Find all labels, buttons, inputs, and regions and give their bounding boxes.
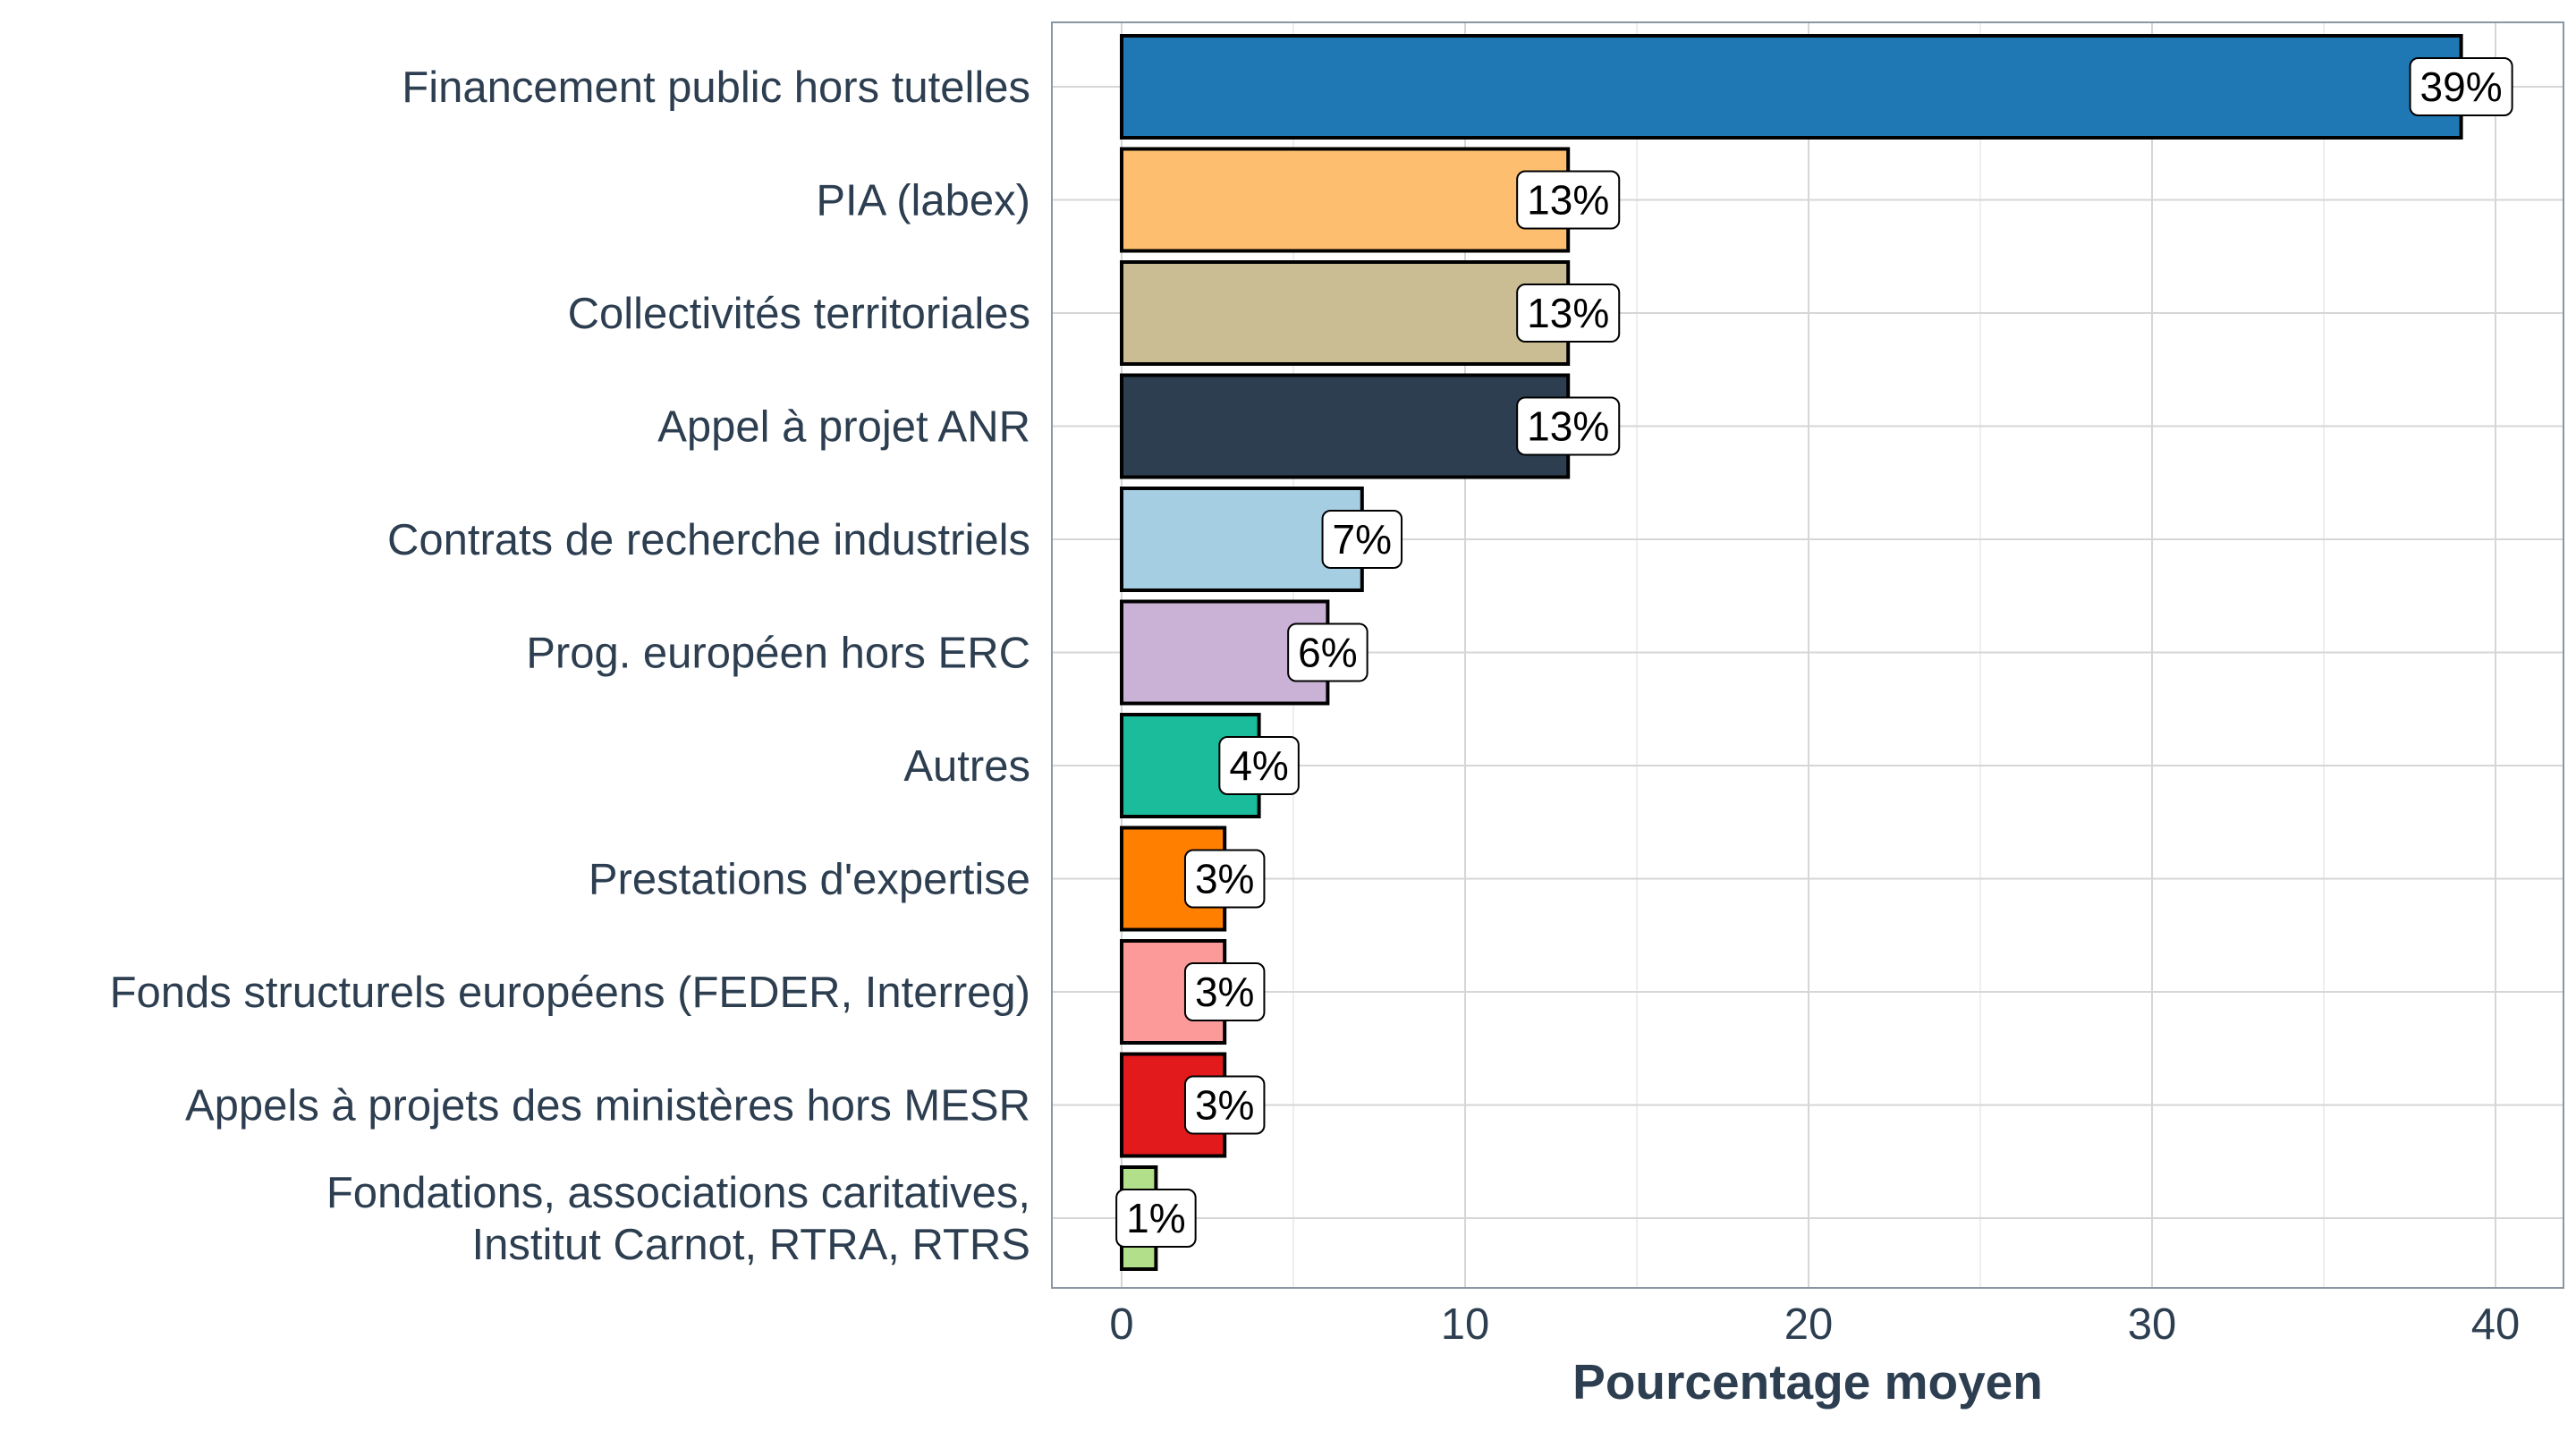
x-tick-label: 10	[1441, 1300, 1490, 1349]
data-label-box	[1218, 736, 1300, 795]
category-label: Appel à projet ANR	[657, 403, 1030, 452]
data-label-box	[1516, 284, 1621, 343]
bar	[1120, 373, 1571, 479]
category-label: Institut Carnot, RTRA, RTRS	[472, 1221, 1031, 1269]
panel-border	[1051, 21, 2564, 1289]
bars	[1120, 34, 2463, 1271]
data-label: 3%	[1195, 969, 1254, 1015]
bar	[1120, 260, 1571, 366]
data-label: 3%	[1195, 1082, 1254, 1129]
data-label-group: 39%	[2409, 57, 2513, 116]
category-label: Financement public hors tutelles	[402, 64, 1030, 112]
data-label: 13%	[1527, 177, 1609, 224]
category-label: Fonds structurels européens (FEDER, Inte…	[110, 969, 1030, 1017]
data-label-box	[1115, 1189, 1197, 1248]
data-label-box	[1516, 170, 1621, 230]
data-label-group: 13%	[1516, 396, 1621, 456]
category-label: Fondations, associations caritatives,	[326, 1169, 1030, 1217]
data-label: 39%	[2420, 64, 2503, 110]
data-label: 6%	[1298, 630, 1357, 676]
data-label-group: 3%	[1183, 1075, 1266, 1135]
data-label-box	[1287, 622, 1368, 682]
data-label-group: 13%	[1516, 170, 1621, 230]
data-label-group: 1%	[1115, 1189, 1197, 1248]
category-label: Contrats de recherche industriels	[387, 516, 1030, 564]
x-tick-label: 30	[2128, 1300, 2177, 1349]
data-label-box	[1321, 510, 1403, 569]
bar	[1120, 939, 1227, 1045]
category-label: Appels à projets des ministères hors MES…	[185, 1082, 1030, 1130]
data-label-group: 3%	[1183, 849, 1266, 909]
data-label: 13%	[1527, 290, 1609, 336]
x-tick-label: 20	[1784, 1300, 1834, 1349]
x-tick-label: 0	[1109, 1300, 1133, 1349]
data-label-group: 4%	[1218, 736, 1300, 795]
data-label-box	[1183, 849, 1266, 909]
data-label: 3%	[1195, 856, 1254, 902]
x-axis-title: Pourcentage moyen	[1572, 1354, 2043, 1410]
data-label: 13%	[1527, 403, 1609, 450]
category-label: PIA (labex)	[816, 177, 1030, 225]
bar	[1120, 487, 1364, 592]
data-label-group: 3%	[1183, 962, 1266, 1021]
data-label-group: 6%	[1287, 622, 1368, 682]
x-tick-label: 40	[2471, 1300, 2521, 1349]
category-labels: Financement public hors tutelles PIA (lab…	[110, 64, 1030, 1269]
data-label-box	[1516, 396, 1621, 456]
data-label-box	[1183, 962, 1266, 1021]
category-label: Prestations d'expertise	[589, 856, 1030, 904]
category-label: Collectivités territoriales	[568, 290, 1030, 338]
bar	[1120, 147, 1571, 253]
data-labels: 39% 13% 13% 13% 7% 6% 4% 3% 3% 3% 1%	[1115, 57, 2513, 1248]
category-label: Autres	[903, 742, 1030, 791]
data-label-box	[2409, 57, 2513, 116]
data-label: 4%	[1229, 742, 1288, 789]
data-label-box	[1183, 1075, 1266, 1135]
bar	[1120, 34, 2463, 140]
data-label-group: 7%	[1321, 510, 1403, 569]
x-tick-labels: 0 10 20 30 40	[1109, 1300, 2520, 1349]
data-label: 1%	[1126, 1195, 1185, 1241]
data-label-group: 13%	[1516, 284, 1621, 343]
category-label: Prog. européen hors ERC	[526, 630, 1030, 678]
data-label: 7%	[1333, 516, 1392, 563]
